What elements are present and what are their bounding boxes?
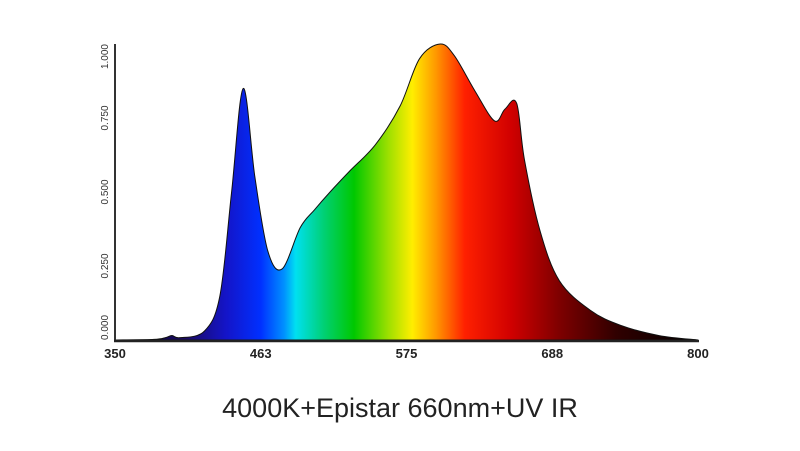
y-tick-label: 0.500 — [100, 179, 111, 204]
x-tick-label: 800 — [687, 346, 709, 361]
x-tick-label: 688 — [541, 346, 563, 361]
chart-title: 4000K+Epistar 660nm+UV IR — [222, 393, 578, 423]
x-tick-label: 575 — [396, 346, 418, 361]
x-tick-label: 463 — [250, 346, 272, 361]
y-tick-label: 0.000 — [100, 315, 111, 340]
y-tick-label: 0.750 — [100, 105, 111, 130]
y-tick-label: 0.250 — [100, 253, 111, 278]
x-tick-label: 350 — [104, 346, 126, 361]
y-tick-label: 1.000 — [100, 44, 111, 69]
spectrum-area — [114, 43, 699, 341]
